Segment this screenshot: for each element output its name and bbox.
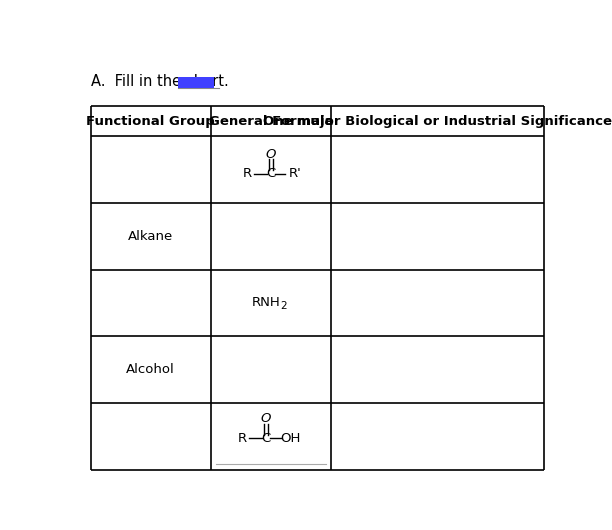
Text: OH: OH	[280, 432, 300, 445]
Text: Alcohol: Alcohol	[126, 363, 175, 376]
Bar	[179, 77, 214, 87]
Text: A.  Fill in the chart.: A. Fill in the chart.	[91, 74, 228, 90]
Text: R: R	[238, 432, 247, 445]
Text: RNH: RNH	[252, 296, 280, 310]
Text: O: O	[261, 412, 271, 425]
Text: 2: 2	[280, 301, 286, 311]
Text: Alkane: Alkane	[128, 230, 173, 243]
Text: C: C	[261, 432, 271, 445]
Text: R': R'	[289, 167, 301, 180]
Text: O: O	[266, 147, 276, 161]
Text: General Formula: General Formula	[209, 115, 333, 128]
Text: Functional Group: Functional Group	[86, 115, 215, 128]
Text: R: R	[243, 167, 252, 180]
Text: One major Biological or Industrial Significance: One major Biological or Industrial Signi…	[263, 115, 612, 128]
Text: C: C	[266, 167, 275, 180]
